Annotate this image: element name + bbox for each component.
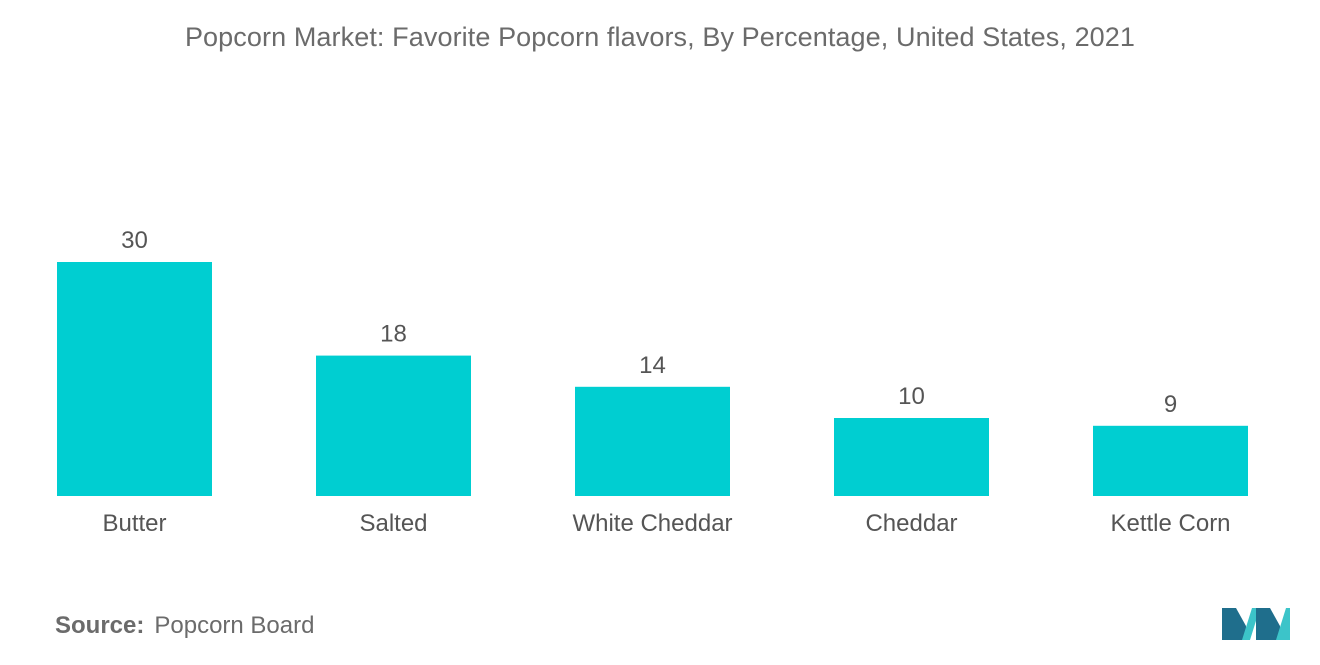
category-label: Salted [359,510,427,537]
bar-white-cheddar [575,386,730,496]
category-label: Cheddar [865,510,957,537]
category-labels-group: Butter Salted White Cheddar Cheddar Kettle C… [102,510,1230,537]
value-label: 10 [898,383,925,410]
chart-title: Popcorn Market: Favorite Popcorn flavors… [184,22,1136,52]
value-label: 18 [380,321,407,348]
category-label: White Cheddar [572,510,732,537]
logo-mid-stroke [1242,608,1260,640]
bar-butter [57,262,212,496]
category-label: Kettle Corn [1110,510,1230,537]
bar-salted [316,355,471,496]
value-label: 9 [1164,391,1177,418]
source-label: Source: [55,612,145,639]
source-text: Popcorn Board [154,612,315,639]
bar-kettle-corn [1093,425,1248,496]
source-note: Source: Popcorn Board [55,612,314,640]
value-labels-group: 30 18 14 10 9 [121,227,1177,418]
value-label: 30 [121,227,148,254]
bar-cheddar [834,418,989,496]
bars-group [57,262,1248,496]
category-label: Butter [102,510,166,537]
logo-tail-stroke [1276,608,1290,640]
logo-right-stroke [1256,608,1280,640]
logo-left-stroke [1222,608,1246,640]
bar-chart: 30 18 14 10 9 Butter Salted White Cheddar Chedd… [57,227,1248,537]
mordor-logo-icon [1222,608,1290,640]
value-label: 14 [639,352,666,379]
